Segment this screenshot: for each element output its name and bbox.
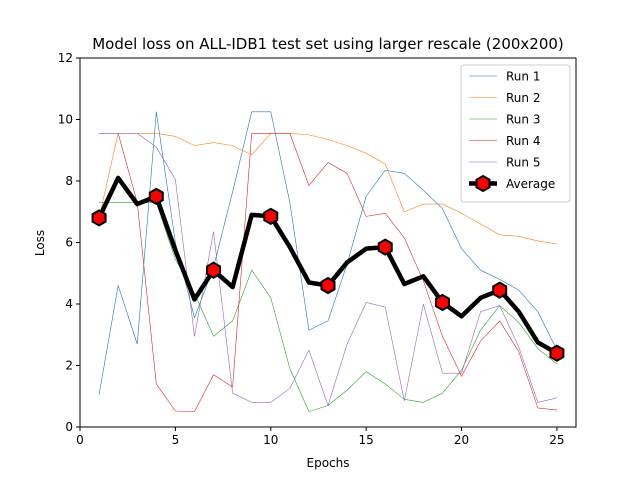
- legend-box: [460, 64, 571, 203]
- y-tick-label: 2: [65, 359, 73, 373]
- series-line-run-1: [98, 111, 558, 395]
- legend-entry: Run 1: [506, 70, 540, 84]
- x-tick-label: 10: [263, 433, 278, 447]
- average-marker: [206, 261, 222, 279]
- series-line-run-4: [99, 133, 557, 412]
- y-tick-label: 6: [65, 236, 73, 250]
- legend: Run 1 Run 2 Run 3 Run 4 Run 5 Average: [460, 64, 571, 203]
- y-tick-label: 0: [65, 420, 73, 434]
- average-marker: [91, 209, 107, 227]
- x-tick-label: 0: [76, 433, 84, 447]
- legend-entry: Run 5: [506, 156, 540, 170]
- legend-entry: Run 3: [506, 113, 540, 127]
- average-marker: [492, 281, 508, 299]
- series-line-run-2: [98, 133, 557, 245]
- average-marker: [434, 293, 450, 312]
- average-marker: [377, 238, 393, 256]
- y-tick-label: 4: [65, 297, 73, 311]
- x-tick-label: 15: [359, 433, 374, 447]
- legend-entry: Run 2: [506, 91, 540, 105]
- x-tick-label: 20: [454, 433, 469, 447]
- y-tick-label: 8: [65, 174, 73, 188]
- average-marker: [549, 344, 565, 362]
- legend-entry: Average: [506, 177, 555, 191]
- average-marker: [263, 207, 279, 226]
- x-tick-label: 25: [549, 433, 564, 447]
- series-line-run-5: [99, 133, 557, 406]
- y-axis-label: Loss: [33, 230, 47, 256]
- y-tick-label: 10: [58, 113, 73, 127]
- average-marker: [320, 276, 336, 295]
- legend-entry: Run 4: [506, 134, 540, 148]
- chart-title: Model loss on ALL-IDB1 test set using la…: [92, 35, 564, 53]
- series-layer: [91, 111, 565, 412]
- ticks-layer: 0 5 10 15 20 25 0 2 4 6 8 10 12: [58, 51, 565, 447]
- legend-marker: [475, 174, 491, 193]
- x-axis-label: Epochs: [307, 456, 350, 470]
- average-marker: [148, 187, 164, 206]
- y-tick-label: 12: [58, 51, 73, 65]
- series-line-average: [97, 175, 559, 356]
- x-tick-label: 5: [172, 433, 180, 447]
